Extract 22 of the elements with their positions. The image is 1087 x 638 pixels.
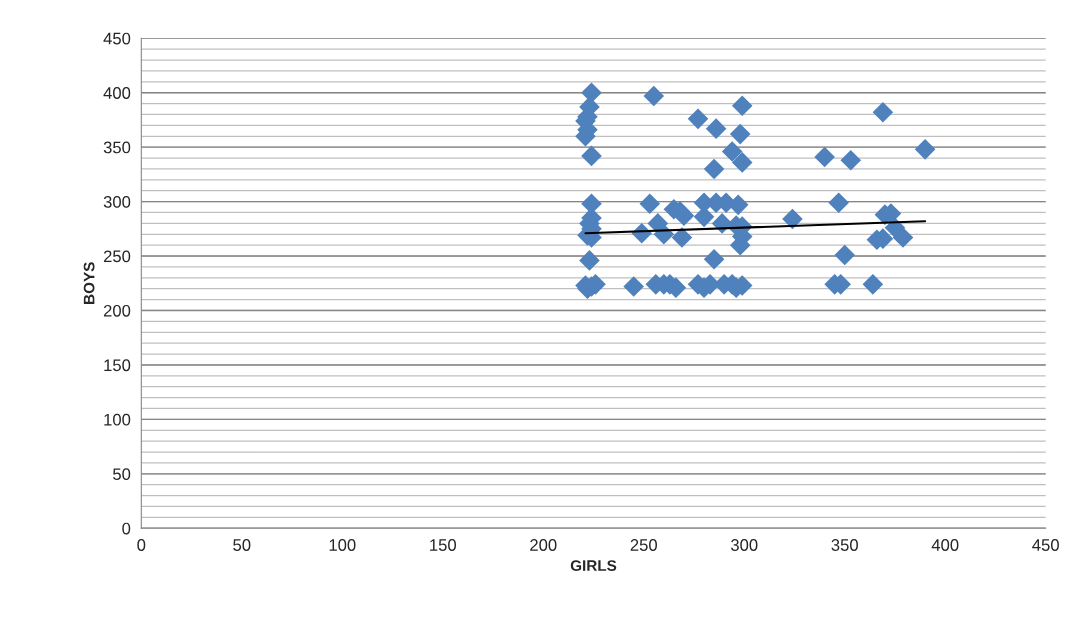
x-tick-label: 350 (831, 539, 858, 551)
y-tick-label: 400 (103, 87, 131, 99)
y-tick-label: 50 (113, 468, 131, 481)
x-axis-title: GIRLS (570, 560, 617, 571)
x-tick-label: 50 (233, 539, 251, 551)
y-tick-label: 100 (104, 413, 131, 426)
y-tick-label: 200 (103, 304, 131, 317)
y-tick-label: 250 (103, 250, 131, 263)
x-tick-label: 200 (530, 539, 557, 551)
x-tick-label: 250 (630, 539, 657, 551)
x-tick-label: 400 (931, 539, 959, 551)
x-tick-label: 450 (1032, 539, 1059, 551)
y-axis-title: BOYS (83, 262, 95, 304)
y-tick-label: 350 (103, 141, 131, 154)
x-tick-label: 300 (730, 539, 758, 551)
x-tick-label: 0 (137, 539, 146, 551)
x-tick-label: 100 (329, 539, 356, 551)
y-tick-label: 450 (103, 32, 131, 45)
y-tick-label: 150 (104, 359, 131, 372)
y-tick-label: 0 (122, 522, 131, 535)
y-tick-label: 300 (103, 196, 131, 208)
x-tick-label: 150 (430, 539, 457, 551)
